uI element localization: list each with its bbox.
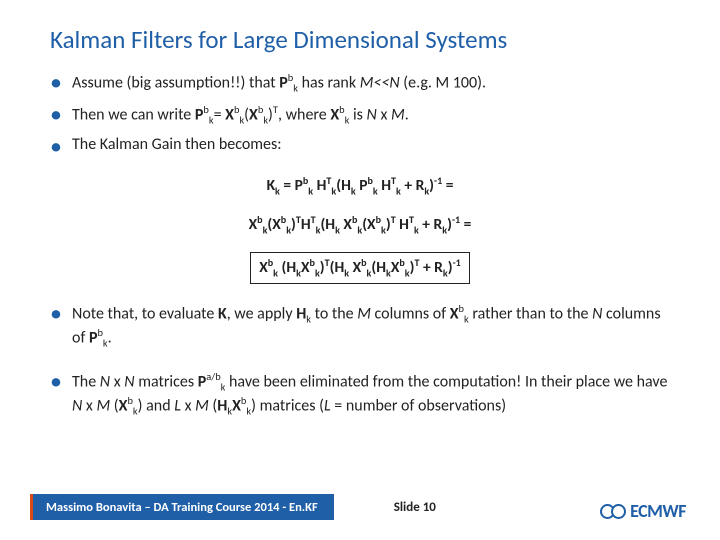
bullet-2: Then we can write Pbk= Xbk(Xbk)T, where … <box>50 103 670 127</box>
bullet-list: Assume (big assumption!!) that Pbk has r… <box>50 71 670 156</box>
equations: Kk = Pbk HTk(Hk Pbk HTk + Rk)-1 = Xbk(Xb… <box>50 166 670 292</box>
bullet-1: Assume (big assumption!!) that Pbk has r… <box>50 71 670 95</box>
eq-3-boxed: Xbk (HkXbk)T(Hk Xbk(HkXbk)T + Rk)-1 <box>250 252 470 283</box>
slide-number: Slide 10 <box>394 500 436 515</box>
eq-2: Xbk(Xbk)THTk(Hk Xbk(Xbk)T HTk + Rk)-1 = <box>249 213 472 236</box>
slide-title: Kalman Filters for Large Dimensional Sys… <box>50 24 670 55</box>
logo-icon <box>604 504 626 519</box>
bullet-5: The N x N matrices Pa/bk have been elimi… <box>50 370 670 418</box>
slide: Kalman Filters for Large Dimensional Sys… <box>0 0 720 540</box>
bullet-4: Note that, to evaluate K, we apply Hk to… <box>50 302 670 350</box>
footer-text: Massimo Bonavita – DA Training Course 20… <box>32 494 334 520</box>
footer: Massimo Bonavita – DA Training Course 20… <box>0 492 720 522</box>
eq-1: Kk = Pbk HTk(Hk Pbk HTk + Rk)-1 = <box>267 174 454 197</box>
bullet-list-2: Note that, to evaluate K, we apply Hk to… <box>50 302 670 418</box>
ecmwf-logo: ECMWF <box>604 500 686 522</box>
bullet-3: The Kalman Gain then becomes: <box>50 135 670 156</box>
